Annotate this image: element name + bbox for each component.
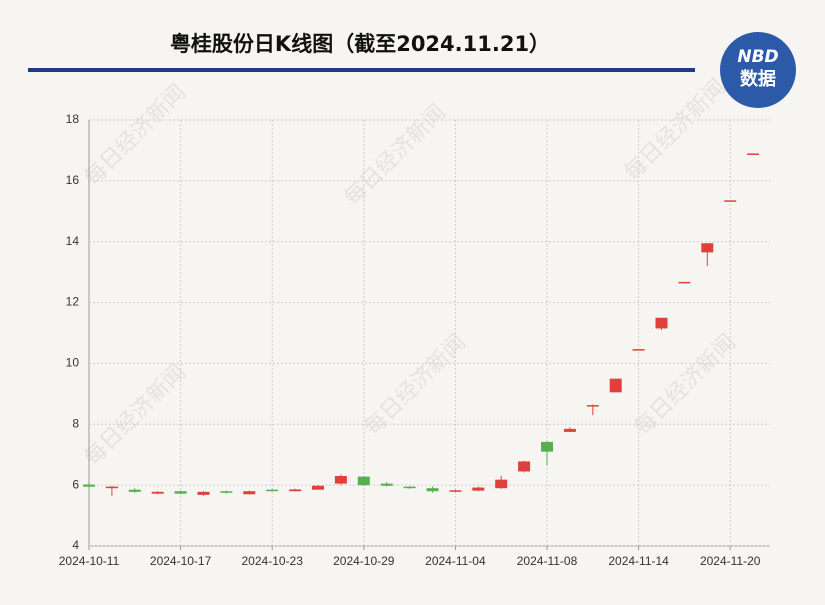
candle-body bbox=[380, 483, 393, 486]
candle-body bbox=[426, 488, 439, 492]
title-underline bbox=[28, 68, 695, 72]
y-tick-label: 8 bbox=[72, 416, 79, 430]
candle-body bbox=[83, 484, 95, 487]
candle-body bbox=[289, 489, 302, 492]
candle-body bbox=[174, 491, 187, 494]
candle-body bbox=[724, 200, 737, 202]
y-tick-label: 12 bbox=[66, 295, 80, 309]
x-tick-label: 2024-10-29 bbox=[333, 554, 395, 568]
candle-body bbox=[449, 490, 462, 492]
candle-body bbox=[472, 487, 485, 491]
logo-circle bbox=[720, 32, 796, 108]
y-tick-label: 14 bbox=[66, 234, 80, 248]
x-tick-label: 2024-11-04 bbox=[425, 554, 486, 568]
candle-body bbox=[220, 491, 233, 493]
candle-body bbox=[563, 428, 576, 432]
candle-body bbox=[678, 281, 691, 284]
candle-body bbox=[197, 491, 210, 495]
y-tick-label: 16 bbox=[66, 173, 80, 187]
candle-body bbox=[403, 486, 416, 489]
candle-body bbox=[128, 489, 141, 492]
candle-body bbox=[334, 476, 347, 484]
chart-title: 粤桂股份日K线图（截至2024.11.21） bbox=[170, 32, 550, 56]
candle-body bbox=[357, 476, 370, 486]
logo-text: 数据 bbox=[740, 68, 776, 90]
y-tick-label: 18 bbox=[66, 112, 80, 126]
x-tick-label: 2024-10-23 bbox=[242, 554, 304, 568]
x-tick-label: 2024-11-14 bbox=[608, 554, 669, 568]
candle-body bbox=[609, 378, 622, 393]
candle-body bbox=[495, 479, 508, 489]
x-tick-label: 2024-10-17 bbox=[150, 554, 212, 568]
candle-body bbox=[151, 491, 164, 494]
candle-body bbox=[747, 153, 760, 155]
y-tick-label: 10 bbox=[66, 356, 80, 370]
candle-body bbox=[105, 486, 118, 489]
candle-body bbox=[701, 243, 714, 253]
x-tick-label: 2024-11-08 bbox=[517, 554, 578, 568]
logo-text: NBD bbox=[737, 47, 778, 67]
x-tick-label: 2024-10-11 bbox=[59, 554, 120, 568]
candle-body bbox=[655, 317, 668, 329]
candle-body bbox=[312, 485, 324, 490]
y-tick-label: 4 bbox=[72, 538, 79, 552]
y-tick-label: 6 bbox=[72, 477, 79, 491]
candle-body bbox=[266, 489, 279, 492]
candle-body bbox=[632, 349, 645, 351]
candle-body bbox=[243, 491, 256, 495]
candle-body bbox=[518, 461, 531, 472]
candle-body bbox=[586, 405, 599, 407]
x-tick-label: 2024-11-20 bbox=[700, 554, 761, 568]
candle-body bbox=[541, 441, 553, 452]
